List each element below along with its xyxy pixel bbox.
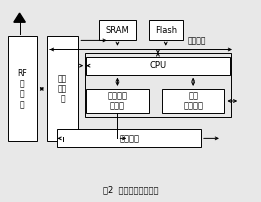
Bar (47, 36, 78, 141)
Text: 通用
串行接口: 通用 串行接口 (183, 91, 203, 111)
Bar (86, 89, 149, 113)
Bar (85, 53, 231, 117)
Polygon shape (14, 13, 25, 22)
Text: 基带
控制
器: 基带 控制 器 (58, 74, 67, 104)
Bar (8, 36, 37, 141)
Bar (57, 129, 201, 147)
Bar (162, 89, 224, 113)
Text: CPU: CPU (149, 61, 167, 70)
Text: 图2  蓝牙硬件模块结构: 图2 蓝牙硬件模块结构 (103, 185, 158, 194)
Text: RF
收
发
器: RF 收 发 器 (17, 69, 27, 109)
Text: SRAM: SRAM (106, 26, 129, 35)
Text: 测试模块: 测试模块 (119, 134, 139, 143)
Bar (149, 20, 183, 40)
Text: 数据总线: 数据总线 (188, 37, 206, 46)
Bar (99, 20, 136, 40)
Text: 通用异步
收发器: 通用异步 收发器 (108, 91, 127, 111)
Text: Flash: Flash (155, 26, 177, 35)
Bar (86, 57, 230, 75)
